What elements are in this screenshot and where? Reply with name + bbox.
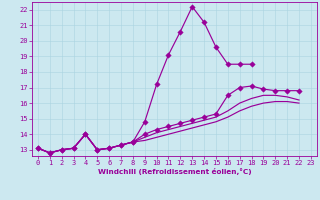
X-axis label: Windchill (Refroidissement éolien,°C): Windchill (Refroidissement éolien,°C)	[98, 168, 251, 175]
